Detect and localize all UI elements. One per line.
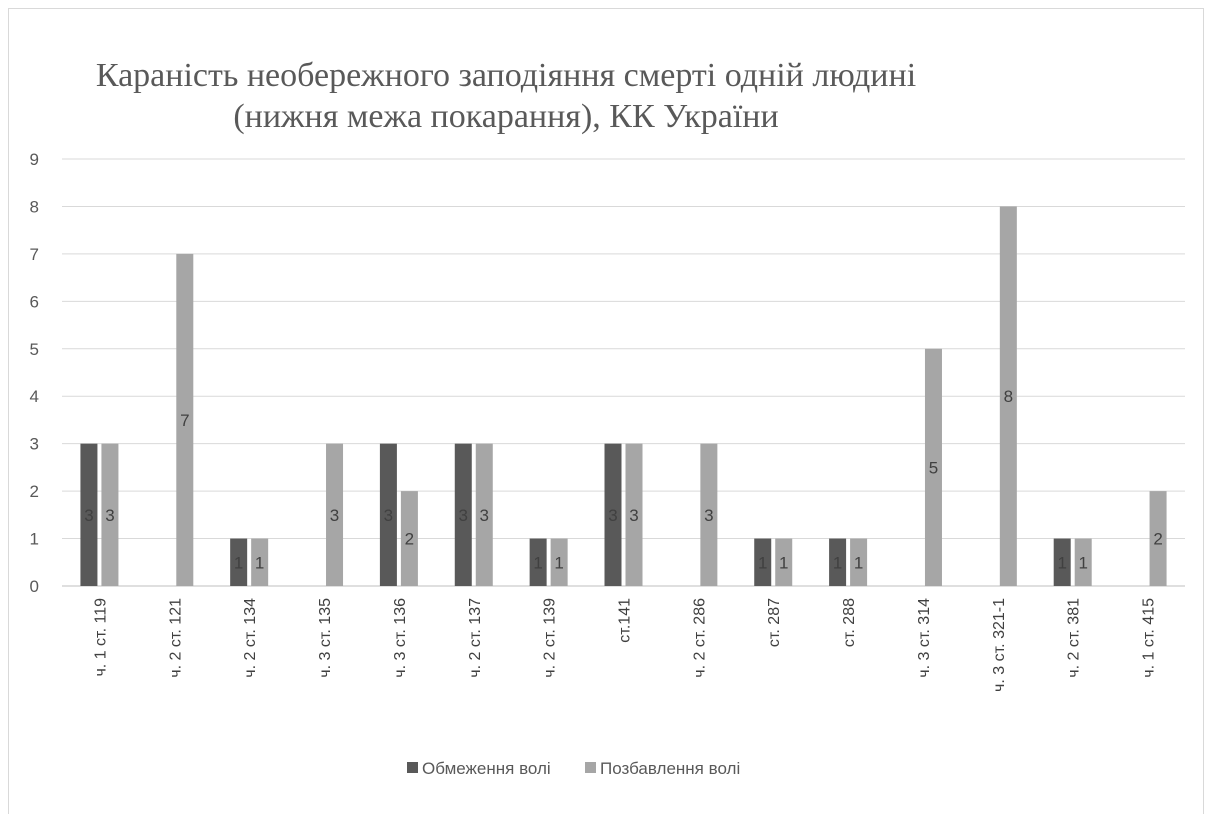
x-category-label: ч. 2 ст. 134 (242, 598, 259, 678)
y-tick-label: 5 (30, 340, 39, 359)
y-tick-label: 0 (30, 577, 39, 596)
bar (379, 443, 397, 586)
data-label: 1 (833, 553, 842, 572)
y-tick-label: 9 (30, 150, 39, 169)
bar (1149, 491, 1167, 586)
x-category-label: ст.141 (617, 598, 634, 643)
gridlines (62, 158, 1185, 587)
y-tick-label: 8 (30, 197, 39, 216)
bar (400, 491, 418, 586)
data-label: 1 (1057, 553, 1066, 572)
data-label: 1 (854, 553, 863, 572)
y-tick-label: 4 (30, 387, 39, 406)
data-label: 1 (758, 553, 767, 572)
chart-title-line-2: (нижня межа покарання), КК України (233, 98, 778, 135)
legend-swatch (407, 762, 418, 773)
data-label: 3 (629, 506, 638, 525)
bar (829, 538, 847, 586)
data-label: 3 (608, 506, 617, 525)
x-category-label: ч. 2 ст. 121 (167, 598, 184, 678)
data-label: 2 (1153, 530, 1162, 549)
bar-chart: Караність необережного заподіяння смерті… (30, 57, 1185, 778)
bar (176, 253, 194, 586)
x-category-label: ч. 1 ст. 119 (92, 598, 109, 677)
x-category-label: ст. 287 (766, 598, 783, 647)
bar (850, 538, 868, 586)
y-tick-label: 2 (30, 482, 39, 501)
data-label: 3 (105, 506, 114, 525)
bar (475, 443, 493, 586)
bar (550, 538, 568, 586)
bar (80, 443, 98, 586)
x-category-label: ч. 3 ст. 321-1 (991, 598, 1008, 692)
x-category-label: ст. 288 (841, 598, 858, 647)
bar (700, 443, 718, 586)
bars (80, 206, 1167, 586)
legend: Обмеження волі Позбавлення волі (407, 759, 740, 778)
bar (529, 538, 547, 586)
bar (625, 443, 643, 586)
y-axis-ticks: 0 1 2 3 4 5 6 7 8 9 (30, 150, 39, 596)
bar (454, 443, 472, 586)
y-tick-label: 1 (30, 530, 39, 549)
y-tick-label: 7 (30, 245, 39, 264)
x-category-label: ч. 1 ст. 415 (1141, 598, 1158, 678)
data-label: 3 (480, 506, 489, 525)
bar (775, 538, 793, 586)
x-category-label: ч. 2 ст. 286 (691, 598, 708, 678)
data-label: 1 (1078, 553, 1087, 572)
data-label: 7 (180, 411, 189, 430)
data-label: 3 (459, 506, 468, 525)
data-label: 1 (234, 553, 243, 572)
bar (1053, 538, 1071, 586)
x-category-label: ч. 2 ст. 139 (542, 598, 559, 678)
data-label: 8 (1004, 387, 1013, 406)
data-label: 1 (554, 553, 563, 572)
legend-label: Позбавлення волі (600, 759, 740, 778)
bar (1074, 538, 1092, 586)
bar (604, 443, 622, 586)
chart-frame: Караність необережного заподіяння смерті… (8, 8, 1204, 814)
bar (924, 348, 942, 586)
x-category-label: ч. 3 ст. 135 (317, 598, 334, 678)
bar (251, 538, 269, 586)
data-label: 1 (255, 553, 264, 572)
data-label: 1 (779, 553, 788, 572)
x-category-label: ч. 2 ст. 137 (467, 598, 484, 678)
chart-title-line-1: Караність необережного заподіяння смерті… (96, 57, 916, 94)
bar (999, 206, 1017, 586)
bar (326, 443, 344, 586)
bar (230, 538, 248, 586)
data-label: 3 (330, 506, 339, 525)
bar (754, 538, 772, 586)
data-label: 1 (533, 553, 542, 572)
legend-label: Обмеження волі (422, 759, 551, 778)
x-category-label: ч. 3 ст. 314 (916, 598, 933, 678)
data-label: 3 (84, 506, 93, 525)
data-label: 5 (929, 458, 938, 477)
y-tick-label: 6 (30, 292, 39, 311)
data-label: 2 (405, 530, 414, 549)
x-category-label: ч. 3 ст. 136 (392, 598, 409, 678)
y-tick-label: 3 (30, 435, 39, 454)
data-label: 3 (384, 506, 393, 525)
x-category-label: ч. 2 ст. 381 (1066, 598, 1083, 678)
bar (101, 443, 119, 586)
x-axis-categories: ч. 1 ст. 119 ч. 2 ст. 121 ч. 2 ст. 134 ч. 3… (92, 598, 1157, 692)
data-label: 3 (704, 506, 713, 525)
legend-swatch (585, 762, 596, 773)
